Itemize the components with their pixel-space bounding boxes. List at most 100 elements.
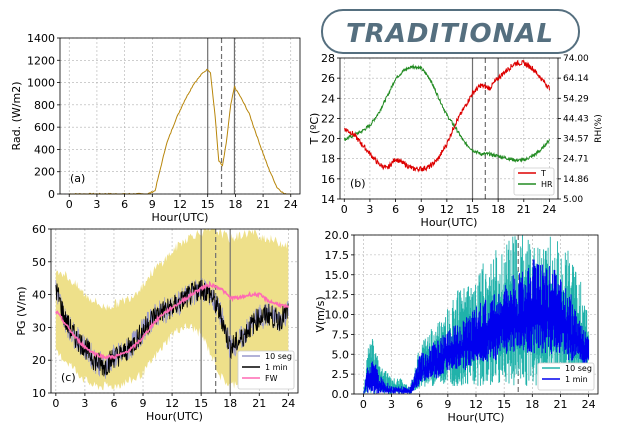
x-tick-label: 3	[93, 198, 100, 211]
y2-tick-label: 24.71	[563, 155, 589, 165]
y-tick-label: 2.5	[332, 368, 350, 381]
x-tick-label: 15	[497, 398, 511, 411]
series-line-T	[343, 59, 550, 173]
panel-label: (a)	[70, 172, 85, 185]
y-tick-label: 18	[321, 153, 335, 166]
x-tick-label: 6	[110, 397, 117, 410]
x-tick-label: 24	[582, 398, 596, 411]
y-tick-label: 200	[34, 166, 55, 179]
y-tick-label: 1000	[27, 77, 55, 90]
legend-entry: 10 seg	[565, 364, 592, 373]
y-tick-label: 50	[32, 256, 46, 269]
y2-tick-label: 5.00	[563, 195, 583, 205]
plot-frame	[339, 57, 559, 200]
x-tick-label: 12	[173, 198, 187, 211]
y-tick-label: 10.0	[325, 309, 350, 322]
panel-c: 0 3 6 9 12 15 18 21 24 10 20 30 40 50 60 Hour(UTC) PG (V…	[15, 223, 299, 423]
legend-entry: 1 min	[265, 363, 288, 372]
panel-b: 0 3 6 9 12 15 18 21 24 14 16 18 20 22 24 26 28 Hour(UTC) T…	[308, 52, 604, 229]
y-tick-label: 16	[321, 173, 335, 186]
legend-entry: FW	[265, 374, 278, 383]
legend: 10 seg 1 min	[537, 362, 595, 391]
x-tick-label: 21	[256, 198, 270, 211]
y2-tick-label: 34.57	[563, 135, 589, 145]
y-tick-label: 20	[32, 354, 46, 367]
y-tick-label: 60	[32, 223, 46, 236]
y-tick-label: 12.5	[325, 289, 350, 302]
y2-tick-label: 74.00	[563, 54, 589, 64]
x-tick-label: 0	[341, 203, 348, 216]
y-tick-label: 14	[321, 193, 335, 206]
y-tick-label: 30	[32, 321, 46, 334]
x-tick-label: 21	[553, 398, 567, 411]
x-tick-label: 18	[491, 203, 505, 216]
x-tick-label: 21	[517, 203, 531, 216]
y-axis-label: Rad. (W/m2)	[10, 82, 23, 151]
x-axis-label: Hour(UTC)	[421, 216, 478, 229]
y-tick-label: 10	[32, 387, 46, 400]
legend-entry: HR	[541, 180, 553, 189]
x-tick-label: 24	[542, 203, 556, 216]
series-line-1min	[363, 259, 590, 394]
y-tick-label: 0.0	[332, 388, 350, 401]
x-tick-label: 3	[81, 397, 88, 410]
y-tick-label: 800	[34, 99, 55, 112]
panel-a: 0 3 6 9 12 15 18 21 24 0 200 400 600 800 1000 1200 1400 H…	[10, 32, 301, 224]
y-tick-label: 15.0	[325, 269, 350, 282]
x-tick-label: 9	[444, 398, 451, 411]
y-tick-label: 22	[321, 112, 335, 125]
y-tick-label: 40	[32, 289, 46, 302]
y-tick-label: 28	[321, 52, 335, 65]
x-tick-label: 9	[418, 203, 425, 216]
legend-frame	[237, 350, 295, 390]
series-line-1min	[55, 279, 289, 377]
y-tick-label: 7.5	[332, 328, 350, 341]
x-tick-label: 12	[440, 203, 454, 216]
x-tick-label: 21	[252, 397, 266, 410]
y-tick-label: 24	[321, 92, 335, 105]
series-line-HR	[343, 63, 550, 163]
series-line-FW	[55, 280, 289, 361]
x-tick-label: 3	[366, 203, 373, 216]
x-tick-label: 12	[469, 398, 483, 411]
x-tick-label: 0	[360, 398, 367, 411]
x-axis-label: Hour(UTC)	[448, 411, 505, 424]
y2-tick-label: 54.29	[563, 94, 589, 104]
x-tick-label: 0	[52, 397, 59, 410]
x-tick-label: 6	[416, 398, 423, 411]
y-axis-label: T (ºC)	[308, 113, 321, 146]
y2-tick-label: 14.86	[563, 175, 589, 185]
plot-frame	[50, 228, 299, 394]
y-tick-label: 5.0	[332, 348, 350, 361]
y-axis-label: PG (V/m)	[15, 286, 28, 335]
y2-axis-label: RH(%)	[594, 114, 604, 143]
grid	[60, 37, 300, 195]
x-tick-label: 18	[525, 398, 539, 411]
panel-label: (c)	[61, 371, 76, 384]
x-tick-label: 0	[66, 198, 73, 211]
y-tick-label: 1400	[27, 32, 55, 45]
y-tick-label: 1200	[27, 54, 55, 67]
x-tick-label: 18	[223, 397, 237, 410]
y2-tick-label: 64.14	[563, 74, 589, 84]
y-axis-label: V(m/s)	[314, 296, 327, 332]
x-tick-label: 18	[228, 198, 242, 211]
banner: TRADITIONAL	[321, 9, 580, 54]
legend-frame	[513, 167, 555, 196]
y-tick-label: 400	[34, 143, 55, 156]
panel-label: (b)	[350, 177, 366, 190]
legend-entry: 10 seg	[265, 352, 292, 361]
x-axis-label: Hour(UTC)	[146, 410, 203, 423]
legend-entry: 1 min	[565, 375, 588, 384]
legend-entry: T	[540, 169, 546, 178]
x-tick-label: 9	[149, 198, 156, 211]
y-tick-label: 17.5	[325, 249, 350, 262]
legend-frame	[537, 362, 595, 391]
y-tick-label: 20	[321, 133, 335, 146]
x-tick-label: 3	[388, 398, 395, 411]
x-tick-label: 12	[165, 397, 179, 410]
x-tick-label: 24	[281, 397, 295, 410]
x-tick-label: 15	[201, 198, 215, 211]
x-tick-label: 15	[466, 203, 480, 216]
